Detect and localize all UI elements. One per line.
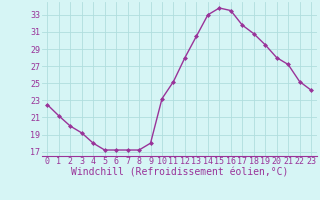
X-axis label: Windchill (Refroidissement éolien,°C): Windchill (Refroidissement éolien,°C) bbox=[70, 168, 288, 178]
